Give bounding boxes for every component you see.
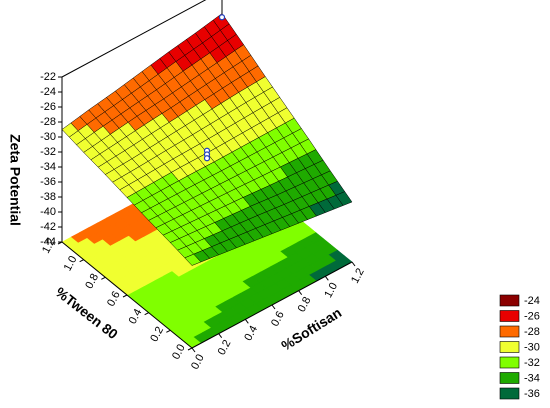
floor-cell	[242, 276, 260, 288]
x-tick	[351, 261, 356, 267]
y-tick	[166, 329, 171, 333]
z-tick-label: -26	[40, 101, 56, 113]
z-tick-label: -36	[40, 176, 56, 188]
y-tick-label: 0.4	[127, 307, 145, 326]
y-tick-label: 0.6	[105, 289, 123, 308]
legend-label: -28	[524, 326, 540, 338]
z-tick-label: -30	[40, 131, 56, 143]
x-tick	[218, 333, 223, 338]
y-tick-label: 0.0	[170, 342, 188, 361]
floor-cell	[295, 247, 314, 260]
floor-cell	[189, 304, 207, 317]
x-tick	[298, 290, 303, 295]
y-tick	[122, 294, 128, 298]
x-tick-label: 1.2	[349, 266, 367, 285]
y-tick	[79, 259, 84, 263]
x-tick-label: 0.4	[242, 324, 260, 343]
data-point	[203, 155, 211, 162]
z-axis-title: Zeta Potential	[7, 134, 23, 226]
y-tick-label: 1.0	[62, 254, 80, 273]
y-tick	[187, 347, 193, 351]
top-edge	[61, 0, 207, 78]
z-tick-label: -44	[40, 236, 56, 248]
floor-cell	[124, 251, 142, 264]
legend-label: -26	[524, 310, 540, 322]
z-tick-label: -22	[40, 71, 56, 83]
z-tick-label: -42	[40, 221, 56, 233]
y-tick-label: 0.8	[83, 272, 101, 291]
legend-swatch	[499, 325, 520, 338]
x-tick-label: 0.2	[216, 338, 234, 357]
legend: -24 -26 -28 -30 -32 -34 -36	[499, 294, 540, 400]
legend-swatch	[499, 310, 520, 322]
floor-cell	[269, 261, 287, 274]
legend-swatch	[499, 294, 520, 307]
z-tick-label: -34	[40, 161, 56, 173]
legend-label: -36	[524, 388, 540, 400]
legend-label: -32	[524, 357, 540, 369]
data-point	[218, 14, 226, 21]
z-tick-label: -24	[40, 86, 56, 98]
legend-swatch	[499, 341, 520, 353]
z-tick-label: -40	[40, 206, 56, 218]
y-tick	[57, 241, 63, 245]
y-tick	[144, 312, 149, 316]
surface-cell	[184, 253, 202, 266]
z-tick-label: -32	[40, 146, 56, 158]
legend-label: -24	[524, 295, 540, 307]
y-tick	[101, 276, 106, 280]
floor-cell	[129, 219, 147, 232]
floor-cell	[274, 229, 292, 242]
x-tick-label: 0.8	[296, 295, 314, 314]
floor-cell	[102, 234, 120, 246]
legend-swatch	[499, 387, 520, 400]
x-tick	[191, 347, 196, 353]
x-axis-title: %Softisan	[278, 304, 344, 353]
x-tick	[324, 276, 329, 281]
legend-label: -30	[524, 341, 540, 353]
floor-cell	[145, 269, 164, 282]
x-tick-label: 1.0	[322, 281, 340, 300]
z-tick-label: -28	[40, 116, 56, 128]
z-tick-label: -38	[40, 191, 56, 203]
floor-cell	[220, 258, 239, 271]
x-tick	[244, 319, 249, 324]
floor-cell	[215, 290, 234, 303]
x-tick-label: 0.6	[269, 309, 287, 328]
surface-layer	[61, 13, 353, 266]
floor-cell	[247, 244, 265, 256]
legend-swatch	[499, 356, 520, 369]
floor-cell	[167, 287, 185, 299]
x-tick-label: 0.0	[189, 352, 207, 371]
legend-label: -34	[524, 372, 540, 384]
legend-swatch	[499, 372, 520, 384]
y-tick-label: 0.2	[148, 325, 166, 344]
floor-cell	[194, 272, 212, 285]
points-layer	[203, 14, 226, 162]
floor-cell	[150, 237, 169, 250]
x-tick	[271, 304, 276, 310]
